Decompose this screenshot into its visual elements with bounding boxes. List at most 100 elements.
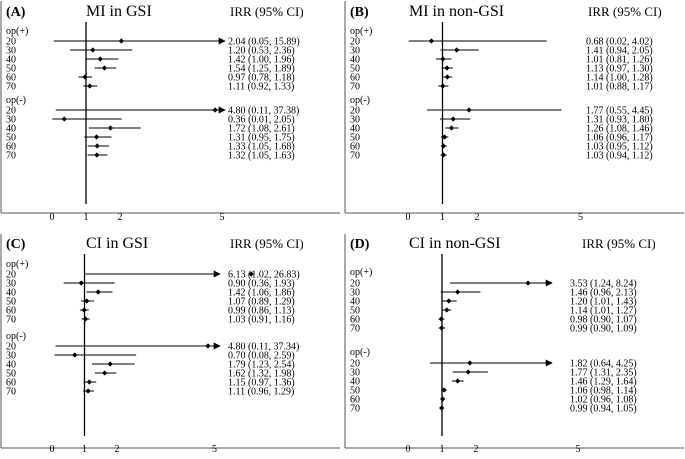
age-label: 50 bbox=[6, 297, 16, 308]
age-label: 30 bbox=[350, 46, 360, 57]
age-label: 70 bbox=[6, 387, 16, 398]
point-estimate bbox=[82, 74, 88, 80]
irr-value-label: 1.13 (0.97, 1.30) bbox=[586, 64, 653, 75]
group-label: op(+) bbox=[350, 26, 372, 37]
point-estimate bbox=[107, 125, 114, 131]
age-label: 20 bbox=[6, 106, 16, 117]
panel-label: (A) bbox=[6, 5, 26, 20]
x-tick-label: 1 bbox=[440, 212, 445, 223]
point-estimate bbox=[212, 107, 218, 113]
point-estimate bbox=[465, 369, 471, 375]
irr-value-label: 1.77 (0.55, 4.45) bbox=[586, 106, 653, 117]
irr-value-label: 1.14 (1.00, 1.28) bbox=[586, 73, 653, 84]
irr-value-label: 1.01 (0.88, 1.17) bbox=[586, 82, 653, 93]
point-estimate bbox=[86, 379, 92, 385]
point-estimate bbox=[441, 387, 447, 393]
point-estimate bbox=[444, 74, 450, 80]
irr-value-label: 1.54 (1.25, 1.89) bbox=[228, 64, 295, 75]
irr-value-label: 1.77 (1.31, 2.35) bbox=[570, 368, 637, 379]
irr-value-label: 3.53 (1.24, 8.24) bbox=[570, 279, 637, 290]
point-estimate bbox=[450, 116, 456, 122]
irr-value-label: 0.68 (0.02, 4.02) bbox=[586, 37, 653, 48]
irr-value-label: 0.99 (0.90, 1.09) bbox=[570, 324, 637, 335]
point-estimate bbox=[205, 343, 211, 349]
point-estimate bbox=[467, 360, 473, 366]
panel-title: MI in GSI bbox=[86, 3, 152, 20]
irr-value-label: 0.97 (0.78, 1.18) bbox=[228, 73, 295, 84]
irr-value-label: 1.03 (0.94, 1.12) bbox=[586, 151, 653, 162]
irr-value-label: 2.04 (0.05, 15.89) bbox=[228, 37, 300, 48]
irr-value-label: 1.42 (1.06, 1.86) bbox=[228, 288, 295, 299]
point-estimate bbox=[440, 56, 446, 62]
ci-column-header: IRR (95% CI) bbox=[230, 236, 304, 251]
group-label: op(+) bbox=[350, 267, 372, 278]
x-tick-label: 0 bbox=[406, 444, 411, 455]
irr-value-label: 0.70 (0.08, 2.59) bbox=[228, 351, 295, 362]
point-estimate bbox=[440, 396, 446, 402]
age-label: 60 bbox=[6, 142, 16, 153]
irr-value-label: 1.11 (0.96, 1.29) bbox=[228, 387, 294, 398]
panel-title: CI in non-GSI bbox=[409, 235, 501, 252]
x-tick-label: 2 bbox=[118, 212, 123, 223]
age-label: 60 bbox=[350, 315, 360, 326]
ci-column-header: IRR (95% CI) bbox=[582, 236, 656, 251]
age-label: 60 bbox=[6, 378, 16, 389]
point-estimate bbox=[97, 56, 103, 62]
irr-value-label: 1.72 (1.08, 2.61) bbox=[228, 124, 295, 135]
panel-label: (C) bbox=[6, 237, 26, 252]
age-label: 30 bbox=[350, 368, 360, 379]
irr-value-label: 4.80 (0.11, 37.38) bbox=[228, 106, 299, 117]
panel-label: (B) bbox=[350, 5, 369, 20]
point-estimate bbox=[248, 271, 254, 277]
age-label: 70 bbox=[350, 151, 360, 162]
point-estimate bbox=[81, 307, 87, 313]
point-estimate bbox=[448, 125, 455, 131]
x-tick-label: 5 bbox=[576, 444, 581, 455]
x-tick-label: 0 bbox=[50, 444, 55, 455]
irr-value-label: 1.20 (1.01, 1.43) bbox=[570, 297, 637, 308]
irr-value-label: 0.99 (0.86, 1.13) bbox=[228, 306, 295, 317]
x-tick-label: 0 bbox=[50, 212, 55, 223]
irr-value-label: 0.36 (0.01, 2.05) bbox=[228, 115, 295, 126]
age-label: 60 bbox=[6, 73, 16, 84]
age-label: 40 bbox=[6, 55, 16, 66]
group-label: op(-) bbox=[6, 331, 26, 342]
point-estimate bbox=[95, 289, 101, 295]
age-label: 50 bbox=[6, 64, 16, 75]
irr-value-label: 1.07 (0.89, 1.29) bbox=[228, 297, 295, 308]
x-tick-label: 1 bbox=[82, 444, 87, 455]
irr-value-label: 6.13 (1.02, 26.83) bbox=[228, 270, 300, 281]
point-estimate bbox=[441, 134, 448, 140]
age-label: 20 bbox=[350, 37, 360, 48]
panel-title: CI in GSI bbox=[86, 235, 148, 252]
point-estimate bbox=[455, 289, 461, 295]
group-label: op(-) bbox=[350, 347, 370, 358]
irr-value-label: 0.90 (0.36, 1.93) bbox=[228, 279, 295, 290]
x-tick-label: 1 bbox=[440, 444, 445, 455]
point-estimate bbox=[82, 316, 89, 322]
irr-value-label: 1.11 (0.92, 1.33) bbox=[228, 82, 294, 93]
point-estimate bbox=[61, 116, 67, 122]
point-estimate bbox=[90, 47, 96, 53]
age-label: 70 bbox=[6, 82, 16, 93]
irr-value-label: 1.26 (1.08, 1.46) bbox=[586, 124, 653, 135]
age-label: 30 bbox=[350, 288, 360, 299]
age-label: 60 bbox=[350, 142, 360, 153]
point-estimate bbox=[85, 388, 91, 394]
irr-value-label: 1.46 (1.29, 1.64) bbox=[570, 377, 637, 388]
age-label: 20 bbox=[6, 342, 16, 353]
irr-value-label: 1.06 (0.96, 1.17) bbox=[586, 133, 653, 144]
x-tick-label: 5 bbox=[212, 444, 217, 455]
irr-value-label: 1.06 (0.98, 1.14) bbox=[570, 386, 637, 397]
age-label: 70 bbox=[6, 151, 16, 162]
age-label: 30 bbox=[6, 115, 16, 126]
point-estimate bbox=[439, 405, 445, 411]
age-label: 30 bbox=[6, 46, 16, 57]
point-estimate bbox=[72, 352, 78, 358]
x-tick-label: 5 bbox=[220, 212, 225, 223]
x-tick-label: 2 bbox=[475, 212, 480, 223]
age-label: 20 bbox=[6, 37, 16, 48]
irr-value-label: 4.80 (0.11, 37.34) bbox=[228, 342, 299, 353]
age-label: 60 bbox=[6, 306, 16, 317]
